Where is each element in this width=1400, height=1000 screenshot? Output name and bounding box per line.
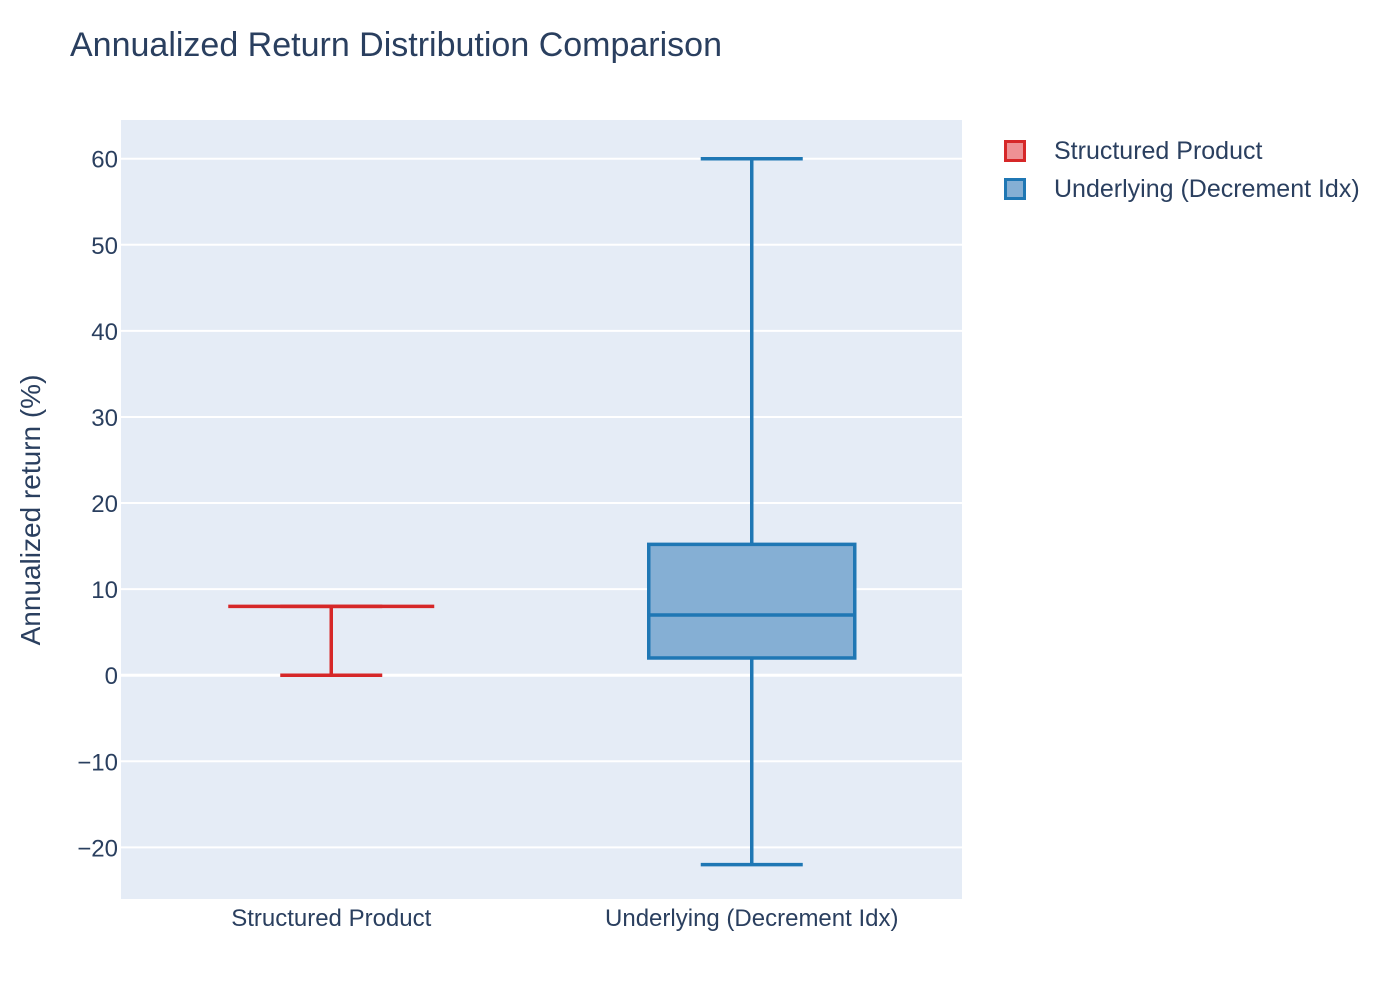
y-tick-label: −10 [77, 749, 118, 776]
y-tick-label: 50 [91, 233, 118, 260]
y-tick-label: 60 [91, 147, 118, 174]
y-axis-ticks: −20 −10 0 10 20 30 40 50 60 [77, 147, 118, 863]
legend: Structured Product Underlying (Decrement… [1004, 132, 1360, 208]
y-tick-label: 10 [91, 577, 118, 604]
box-1 [647, 156, 857, 867]
legend-item-underlying[interactable]: Underlying (Decrement Idx) [1004, 170, 1360, 208]
x-axis-categories: Structured Product Underlying (Decrement … [231, 905, 898, 932]
chart-title: Annualized Return Distribution Compariso… [70, 26, 722, 64]
box-0 [228, 604, 435, 677]
y-tick-label: 0 [105, 663, 118, 690]
box-series [228, 156, 857, 867]
y-tick-label: −20 [77, 835, 118, 862]
iqr-box [647, 542, 857, 660]
legend-label: Structured Product [1054, 136, 1263, 165]
y-tick-label: 30 [91, 405, 118, 432]
legend-swatch-red [1004, 140, 1026, 162]
legend-item-structured-product[interactable]: Structured Product [1004, 132, 1360, 170]
plot-area [121, 120, 962, 899]
x-category-label: Structured Product [231, 905, 431, 932]
legend-label: Underlying (Decrement Idx) [1054, 174, 1360, 203]
y-tick-label: 40 [91, 319, 118, 346]
y-axis-title: Annualized return (%) [15, 375, 46, 646]
x-category-label: Underlying (Decrement Idx) [605, 905, 898, 932]
legend-swatch-blue [1004, 178, 1026, 200]
y-tick-label: 20 [91, 491, 118, 518]
